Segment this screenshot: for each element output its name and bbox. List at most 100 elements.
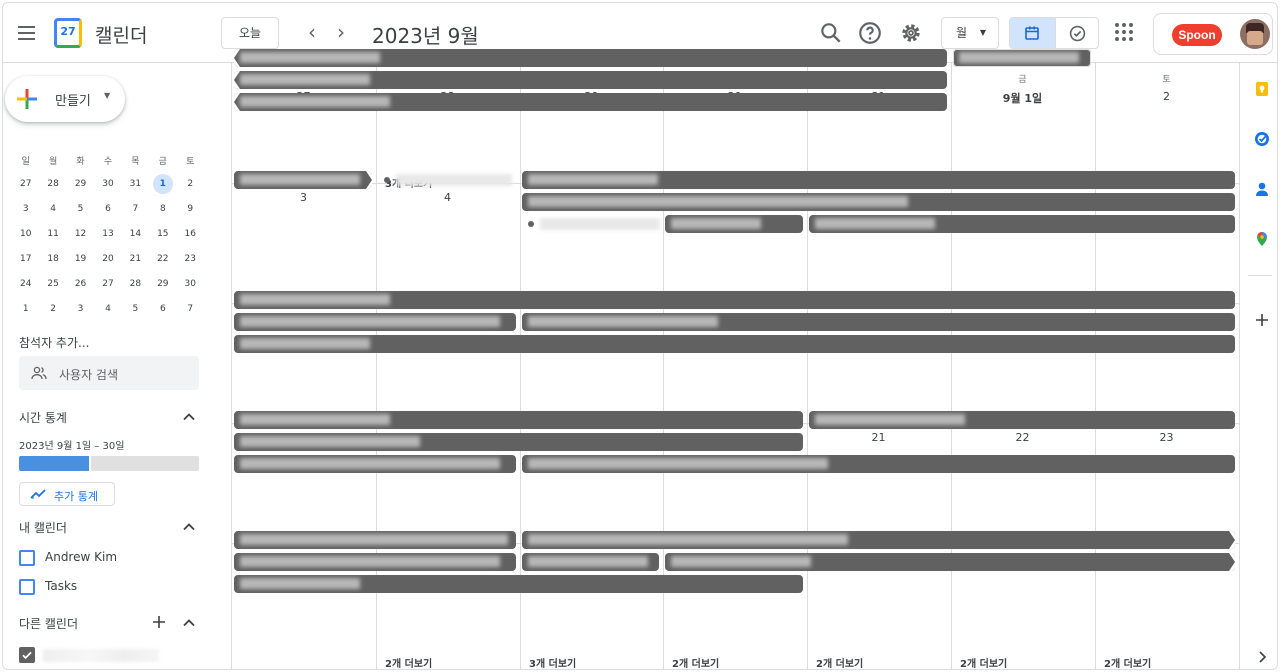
- mini-calendar-day[interactable]: 23: [177, 246, 204, 271]
- event-chip[interactable]: [522, 193, 1235, 211]
- mini-calendar-day[interactable]: 26: [67, 271, 94, 296]
- mini-calendar-day[interactable]: 9: [177, 196, 204, 221]
- tasks-view-button[interactable]: [1055, 18, 1098, 48]
- event-chip[interactable]: [234, 553, 516, 571]
- mini-calendar-day[interactable]: 2: [177, 171, 204, 196]
- day-number[interactable]: 4: [444, 191, 451, 204]
- maps-icon[interactable]: [1254, 231, 1270, 247]
- checkbox[interactable]: [19, 579, 35, 595]
- more-events-link[interactable]: 2개 더보기: [1104, 659, 1152, 670]
- event-chip[interactable]: [234, 433, 803, 451]
- mini-calendar-day[interactable]: 13: [94, 221, 121, 246]
- event-chip[interactable]: [234, 313, 516, 331]
- next-month-button[interactable]: ›: [337, 20, 345, 44]
- mini-calendar-day[interactable]: 12: [67, 221, 94, 246]
- event-chip[interactable]: [234, 171, 372, 189]
- prev-month-button[interactable]: ‹: [308, 20, 316, 44]
- chevron-up-icon[interactable]: [181, 519, 197, 535]
- mini-calendar-day[interactable]: 28: [122, 271, 149, 296]
- more-events-link[interactable]: 3개 더보기: [529, 659, 577, 670]
- more-events-link[interactable]: 2개 더보기: [816, 659, 864, 670]
- mini-calendar-day[interactable]: 6: [149, 296, 176, 321]
- event-chip[interactable]: [522, 531, 1235, 549]
- event-chip[interactable]: [234, 455, 516, 473]
- today-button[interactable]: 오늘: [221, 17, 279, 49]
- event-chip[interactable]: [234, 575, 803, 593]
- add-calendar-icon[interactable]: [151, 614, 167, 630]
- mini-calendar-day[interactable]: 6: [94, 196, 121, 221]
- mini-calendar-day[interactable]: 7: [122, 196, 149, 221]
- mini-calendar-day[interactable]: 21: [122, 246, 149, 271]
- more-events-link[interactable]: 2개 더보기: [385, 659, 433, 670]
- mini-calendar-day[interactable]: 17: [12, 246, 39, 271]
- event-chip[interactable]: [953, 49, 1091, 67]
- mini-calendar-day[interactable]: 27: [12, 171, 39, 196]
- add-addon-icon[interactable]: [1254, 312, 1270, 328]
- mini-calendar-day[interactable]: 3: [12, 196, 39, 221]
- mini-calendar-day[interactable]: 20: [94, 246, 121, 271]
- event-chip[interactable]: [234, 411, 803, 429]
- mini-calendar-day[interactable]: 1: [149, 171, 176, 196]
- calendar-item-andrew-kim[interactable]: Andrew Kim: [19, 549, 199, 569]
- mini-calendar-day[interactable]: 11: [39, 221, 66, 246]
- mini-calendar-day[interactable]: 5: [67, 196, 94, 221]
- mini-calendar-day[interactable]: 30: [177, 271, 204, 296]
- help-icon[interactable]: [857, 20, 883, 46]
- checkbox[interactable]: [19, 550, 35, 566]
- event-chip[interactable]: [234, 49, 947, 67]
- event-chip[interactable]: [522, 455, 1235, 473]
- day-cell[interactable]: [951, 63, 1094, 183]
- chevron-up-icon[interactable]: [181, 409, 197, 425]
- day-number[interactable]: 3: [300, 191, 307, 204]
- mini-calendar-day[interactable]: 4: [39, 196, 66, 221]
- mini-calendar-day[interactable]: 27: [94, 271, 121, 296]
- apps-icon[interactable]: [1115, 23, 1135, 43]
- mini-calendar-day[interactable]: 18: [39, 246, 66, 271]
- tasks-icon[interactable]: [1254, 131, 1270, 147]
- checkbox[interactable]: [19, 647, 35, 663]
- mini-calendar-day[interactable]: 4: [94, 296, 121, 321]
- people-search-input[interactable]: 사용자 검색: [19, 356, 199, 390]
- view-select[interactable]: 월 ▼: [941, 17, 999, 49]
- menu-icon[interactable]: [13, 17, 43, 47]
- search-icon[interactable]: [818, 20, 844, 46]
- timed-event[interactable]: [528, 215, 662, 233]
- timed-event[interactable]: [384, 171, 514, 189]
- mini-calendar-day[interactable]: 19: [67, 246, 94, 271]
- event-chip[interactable]: [234, 335, 1235, 353]
- more-events-link[interactable]: 2개 더보기: [960, 659, 1008, 670]
- mini-calendar-day[interactable]: 30: [94, 171, 121, 196]
- mini-calendar-day[interactable]: 8: [149, 196, 176, 221]
- event-chip[interactable]: [522, 553, 659, 571]
- mini-calendar-day[interactable]: 15: [149, 221, 176, 246]
- event-chip[interactable]: [809, 411, 1235, 429]
- event-chip[interactable]: [665, 553, 1235, 571]
- mini-calendar-day[interactable]: 31: [122, 171, 149, 196]
- avatar[interactable]: [1240, 19, 1270, 49]
- settings-icon[interactable]: [898, 20, 924, 46]
- create-button[interactable]: 만들기 ▼: [5, 76, 125, 122]
- account-switcher[interactable]: Spoon: [1153, 13, 1273, 55]
- event-chip[interactable]: [234, 71, 947, 89]
- event-chip[interactable]: [809, 215, 1235, 233]
- event-chip[interactable]: [522, 171, 1235, 189]
- more-events-link[interactable]: 2개 더보기: [672, 659, 720, 670]
- mini-calendar-day[interactable]: 25: [39, 271, 66, 296]
- calendar-item-tasks[interactable]: Tasks: [19, 578, 199, 598]
- day-number[interactable]: 22: [1015, 431, 1030, 444]
- mini-calendar-day[interactable]: 28: [39, 171, 66, 196]
- event-chip[interactable]: [522, 313, 1235, 331]
- day-number[interactable]: 21: [871, 431, 886, 444]
- mini-calendar-day[interactable]: 1: [12, 296, 39, 321]
- mini-calendar-day[interactable]: 24: [12, 271, 39, 296]
- keep-icon[interactable]: [1254, 81, 1270, 97]
- event-chip[interactable]: [234, 531, 516, 549]
- chevron-up-icon[interactable]: [181, 615, 197, 631]
- mini-calendar-day[interactable]: 2: [39, 296, 66, 321]
- calendar-item-other[interactable]: [19, 646, 199, 666]
- calendar-view-button[interactable]: [1010, 18, 1055, 48]
- mini-calendar-day[interactable]: 3: [67, 296, 94, 321]
- day-number[interactable]: 2: [1163, 90, 1170, 103]
- day-cell[interactable]: [1095, 63, 1238, 183]
- contacts-icon[interactable]: [1254, 181, 1270, 197]
